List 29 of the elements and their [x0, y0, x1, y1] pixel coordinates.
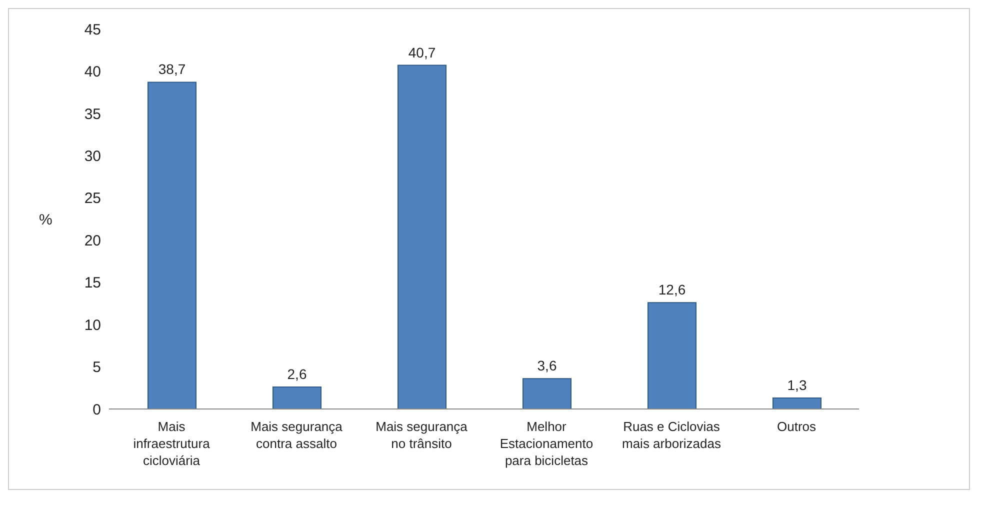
y-tick-label: 25	[84, 190, 101, 208]
bar	[648, 302, 696, 409]
y-tick-label: 30	[84, 148, 101, 165]
x-tick-label: Mais infraestrutura cicloviária	[133, 419, 211, 468]
bar	[772, 398, 822, 409]
x-tick-label: Mais segurança contra assalto	[250, 419, 344, 451]
y-tick-label: 5	[92, 359, 101, 376]
data-label: 1,3	[787, 377, 807, 394]
data-label: 38,7	[158, 61, 186, 78]
y-tick-label: 0	[92, 401, 101, 418]
y-tick-label: 35	[84, 106, 101, 123]
data-label: 3,6	[537, 358, 557, 374]
x-tick-label: Melhor Estacionamento para bicicletas	[500, 419, 594, 468]
y-tick-label: 40	[84, 64, 101, 81]
x-tick-label: Outros	[776, 419, 817, 434]
bar	[272, 386, 322, 409]
y-tick-label: 15	[84, 274, 101, 292]
y-tick-label: 20	[84, 232, 101, 250]
y-tick-label: 45	[84, 21, 101, 38]
bar	[522, 378, 572, 409]
data-label: 12,6	[658, 282, 686, 298]
bar	[398, 64, 446, 409]
data-label: 40,7	[408, 44, 436, 60]
y-tick-label: 10	[84, 316, 101, 334]
bar	[148, 82, 196, 409]
x-tick-label: Mais segurança no trânsito	[376, 419, 468, 451]
data-label: 2,6	[287, 366, 307, 382]
y-axis-title: %	[39, 211, 52, 228]
x-tick-label: Ruas e Ciclovias mais arborizadas	[622, 419, 722, 451]
